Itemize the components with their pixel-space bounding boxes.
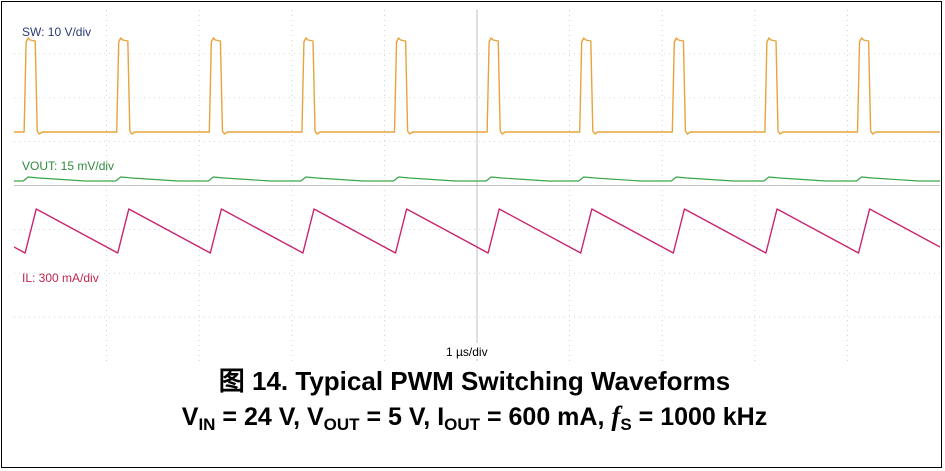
iout-value: = 600 mA, [480, 403, 612, 431]
vout-subscript: OUT [323, 415, 360, 434]
oscilloscope-plot: SW: 10 V/div VOUT: 15 mV/div IL: 300 mA/… [14, 10, 940, 361]
x-axis-label: 1 µs/div [446, 345, 488, 359]
il-trace-line [14, 208, 940, 254]
vin-subscript: IN [198, 415, 216, 434]
figure-caption: 图 14. Typical PWM Switching Waveforms VI… [2, 364, 945, 443]
traces [14, 37, 940, 254]
vout-trace-line [14, 176, 940, 182]
vout-trace-label: VOUT: 15 mV/div [22, 159, 114, 173]
vout-value: = 5 V, [359, 403, 438, 431]
il-trace-label: IL: 300 mA/div [22, 271, 99, 285]
figure-prefix: 图 [218, 366, 245, 396]
vin-value: = 24 V, [215, 403, 307, 431]
caption-conditions-line: VIN = 24 V, VOUT = 5 V, IOUT = 600 mA, f… [2, 398, 945, 443]
fs-value: = 1000 kHz [631, 403, 768, 431]
xlabel-background [442, 343, 512, 359]
fs-symbol: f [611, 401, 621, 431]
vout-symbol: V [306, 403, 324, 431]
sw-trace-label: SW: 10 V/div [22, 25, 91, 39]
iout-subscript: OUT [444, 415, 481, 434]
caption-title-line: 图 14. Typical PWM Switching Waveforms [2, 364, 945, 398]
vin-symbol: V [181, 403, 199, 431]
sw-trace-line [14, 37, 940, 135]
scope-svg: SW: 10 V/div VOUT: 15 mV/div IL: 300 mA/… [14, 10, 940, 361]
iout-symbol: I [437, 403, 445, 431]
figure-title: 14. Typical PWM Switching Waveforms [252, 366, 731, 396]
grid [14, 10, 940, 361]
fs-subscript: S [620, 415, 632, 434]
